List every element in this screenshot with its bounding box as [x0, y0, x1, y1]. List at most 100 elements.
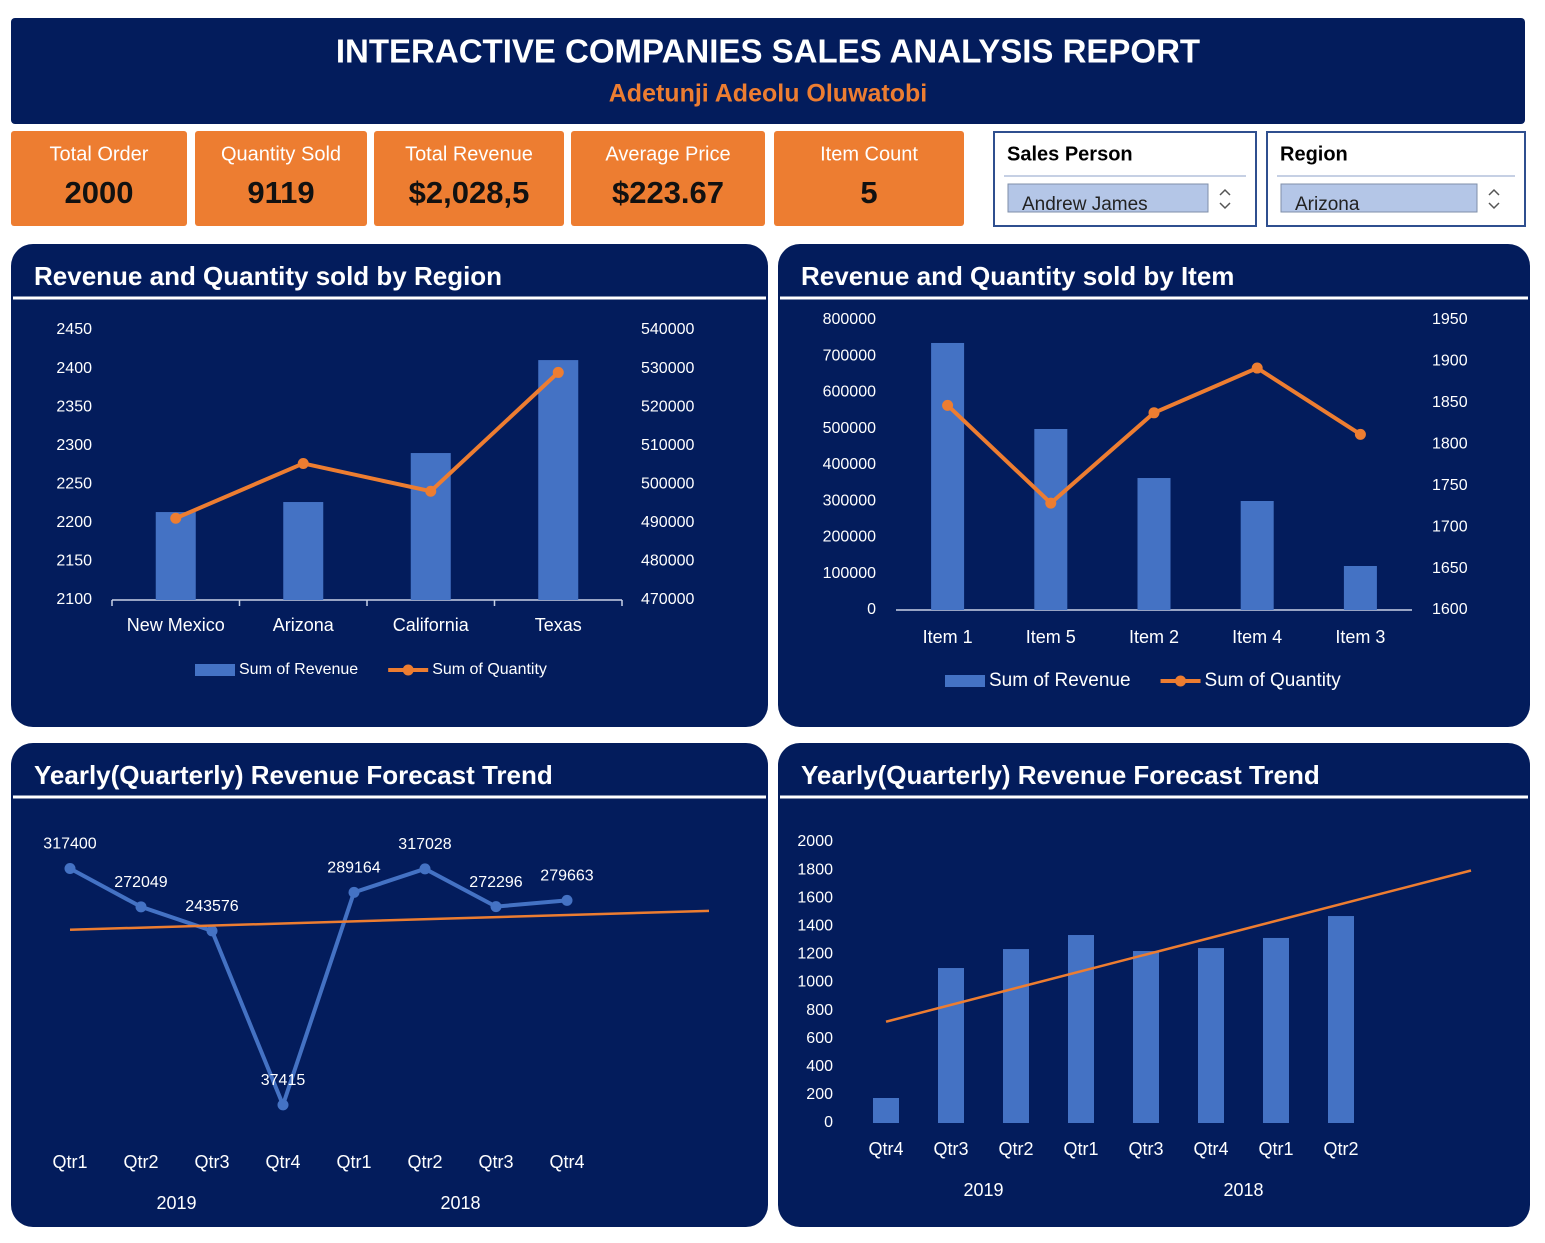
y-tick-label: 2300 — [56, 437, 92, 454]
slicer-item[interactable] — [1007, 183, 1209, 213]
data-label: 272296 — [469, 874, 522, 891]
report-subtitle: Adetunji Adeolu Oluwatobi — [609, 80, 928, 108]
y2-tick-label: 480000 — [641, 553, 694, 570]
bar — [1068, 935, 1094, 1123]
x-group-label: 2018 — [440, 1193, 480, 1213]
bar — [1263, 937, 1289, 1123]
y2-tick-label: 1800 — [1432, 436, 1468, 453]
kpi-label: Quantity Sold — [221, 143, 341, 165]
line-marker — [1045, 497, 1057, 509]
kpi-label: Total Order — [50, 143, 149, 165]
line-marker — [419, 863, 431, 875]
bar — [538, 360, 579, 600]
legend-swatch — [1175, 675, 1187, 687]
trendline — [69, 909, 710, 932]
line-marker — [490, 901, 502, 913]
bar — [1034, 429, 1068, 610]
slicer-label: Sales Person — [1007, 143, 1133, 165]
y-tick-label: 2200 — [56, 514, 92, 531]
bar — [283, 502, 324, 600]
y-tick-label: 200 — [806, 1086, 833, 1103]
chart-title: Revenue and Quantity sold by Region — [34, 261, 502, 291]
x-tick-label: Qtr1 — [1258, 1139, 1293, 1159]
x-tick-label: Qtr4 — [265, 1152, 300, 1172]
chart-title: Yearly(Quarterly) Revenue Forecast Trend — [34, 760, 553, 790]
bar — [1240, 500, 1274, 610]
y2-tick-label: 500000 — [641, 476, 694, 493]
y2-tick-label: 1900 — [1432, 353, 1468, 370]
line-marker — [1251, 362, 1263, 374]
y2-tick-label: 1650 — [1432, 560, 1468, 577]
x-tick-label: New Mexico — [127, 615, 225, 635]
x-tick-label: Qtr1 — [336, 1152, 371, 1172]
line — [69, 866, 568, 1111]
y2-tick-label: 1850 — [1432, 394, 1468, 411]
y-tick-label: 1200 — [797, 946, 833, 963]
y-tick-label: 0 — [824, 1114, 833, 1131]
x-tick-label: Qtr2 — [1323, 1139, 1358, 1159]
slicer-label: Region — [1280, 143, 1348, 165]
line-marker — [942, 399, 954, 411]
x-tick-label: Qtr4 — [1193, 1139, 1228, 1159]
x-tick-label: Qtr4 — [549, 1152, 584, 1172]
slicer-scroll[interactable] — [1488, 188, 1500, 210]
x-tick-label: Item 4 — [1232, 627, 1282, 647]
slicer-item[interactable] — [1280, 183, 1478, 213]
x-tick-label: Item 5 — [1026, 627, 1076, 647]
x-tick-label: Item 1 — [923, 627, 973, 647]
bar — [1137, 478, 1171, 610]
y-tick-label: 1400 — [797, 918, 833, 935]
kpi-card — [374, 131, 564, 226]
y-tick-label: 2250 — [56, 476, 92, 493]
x-group-label: 2019 — [156, 1193, 196, 1213]
bar — [873, 1097, 899, 1123]
line-marker — [206, 925, 218, 937]
kpi-card — [11, 131, 187, 226]
x-tick-label: Item 3 — [1335, 627, 1385, 647]
x-tick-label: Qtr2 — [123, 1152, 158, 1172]
y-tick-label: 800 — [806, 1002, 833, 1019]
x-tick-label: Qtr3 — [933, 1139, 968, 1159]
kpi-value: 5 — [860, 175, 877, 210]
y2-tick-label: 510000 — [641, 437, 694, 454]
report-title: INTERACTIVE COMPANIES SALES ANALYSIS REP… — [336, 33, 1200, 70]
y2-tick-label: 540000 — [641, 321, 694, 338]
y-tick-label: 1600 — [797, 889, 833, 906]
data-label: 289164 — [327, 860, 380, 877]
bar — [1328, 916, 1354, 1123]
slicer-item-label: Andrew James — [1022, 194, 1148, 215]
kpi-value: $223.67 — [612, 175, 724, 210]
y-tick-label: 0 — [867, 601, 876, 618]
slicer-item-label: Arizona — [1295, 194, 1360, 215]
panel — [11, 743, 768, 1227]
y2-tick-label: 530000 — [641, 360, 694, 377]
data-label: 317028 — [398, 836, 451, 853]
y-tick-label: 1800 — [797, 861, 833, 878]
y-tick-label: 2100 — [56, 591, 92, 608]
legend-label: Sum of Revenue — [239, 661, 358, 678]
line-marker — [170, 512, 182, 524]
x-tick-label: Texas — [535, 615, 582, 635]
slicer-row: Sales Person Andrew James Region Arizona — [993, 131, 1526, 227]
y2-tick-label: 1750 — [1432, 477, 1468, 494]
bar — [1198, 948, 1224, 1123]
y2-tick-label: 470000 — [641, 591, 694, 608]
legend-label: Sum of Quantity — [432, 661, 547, 678]
x-tick-label: Qtr3 — [194, 1152, 229, 1172]
y-tick-label: 100000 — [823, 565, 876, 582]
slicer-scroll[interactable] — [1219, 188, 1231, 210]
y2-tick-label: 520000 — [641, 398, 694, 415]
y-tick-label: 400000 — [823, 456, 876, 473]
kpi-label: Total Revenue — [405, 143, 533, 165]
legend-swatch — [945, 675, 985, 687]
x-tick-label: Qtr2 — [407, 1152, 442, 1172]
chart-title: Revenue and Quantity sold by Item — [801, 261, 1234, 291]
line-marker — [552, 366, 564, 378]
line-marker — [64, 863, 76, 875]
line-marker — [561, 894, 573, 906]
legend-label: Sum of Quantity — [1205, 670, 1342, 691]
y-tick-label: 2150 — [56, 553, 92, 570]
line-marker — [135, 901, 147, 913]
line-marker — [277, 1099, 289, 1111]
y2-tick-label: 1950 — [1432, 311, 1468, 328]
